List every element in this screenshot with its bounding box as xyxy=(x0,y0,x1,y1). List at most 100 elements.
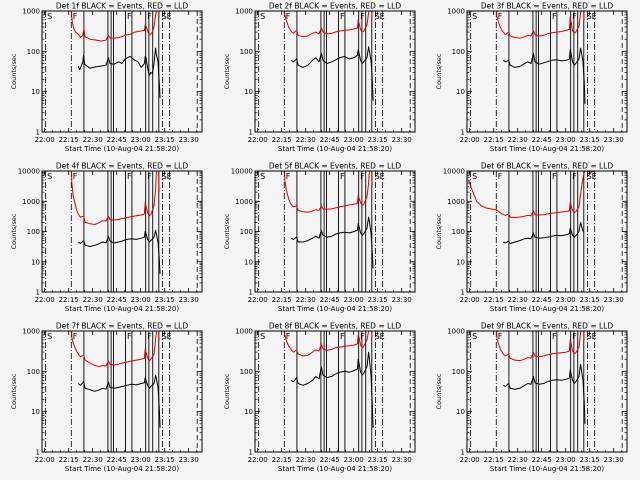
events-series-line xyxy=(502,363,586,424)
x-tick-label: 22:00 xyxy=(35,296,55,304)
x-tick-label: 22:15 xyxy=(59,456,79,464)
x-tick-label: 23:30 xyxy=(179,136,199,144)
x-tick-label: 22:30 xyxy=(83,136,103,144)
x-tick-label: 23:30 xyxy=(179,296,199,304)
plot-frame xyxy=(41,10,203,133)
x-axis-label: Start Time (10-Aug-04 21:58:20) xyxy=(65,145,179,153)
y-tick-label: 1000 xyxy=(447,8,465,16)
event-label: F xyxy=(360,332,365,341)
y-axis-label: Counts/sec xyxy=(223,213,231,249)
events-series-line xyxy=(77,374,161,428)
event-label: F xyxy=(498,332,503,341)
event-label: S xyxy=(260,172,265,181)
y-axis-label: Counts/sec xyxy=(10,373,18,409)
y-tick-label: 1 xyxy=(36,129,40,137)
x-tick-label: 22:30 xyxy=(296,296,316,304)
y-tick-label: 1000 xyxy=(22,198,40,206)
event-label: SE xyxy=(162,332,172,341)
y-axis-label: Counts/sec xyxy=(435,373,443,409)
x-tick-label: 22:45 xyxy=(532,136,552,144)
y-tick-label: 100 xyxy=(240,368,253,376)
events-series-line xyxy=(290,351,374,428)
y-tick-label: 1000 xyxy=(235,198,253,206)
x-tick-label: 23:15 xyxy=(368,456,388,464)
event-label: SE xyxy=(375,12,385,21)
event-label: F xyxy=(572,332,577,341)
x-tick-label: 22:45 xyxy=(532,296,552,304)
events-series-line xyxy=(77,229,161,274)
x-tick-label: 23:30 xyxy=(392,296,412,304)
event-label: SE xyxy=(587,172,597,181)
x-tick-label: 22:45 xyxy=(320,136,340,144)
event-label: SE xyxy=(587,332,597,341)
x-tick-label: 22:00 xyxy=(248,136,268,144)
y-tick-label: 1000 xyxy=(447,198,465,206)
x-tick-label: 23:00 xyxy=(344,296,364,304)
y-tick-label: 1000 xyxy=(447,328,465,336)
event-label: S xyxy=(472,172,477,181)
y-tick-label: 1 xyxy=(249,289,253,297)
x-tick-label: 22:15 xyxy=(484,136,504,144)
lld-series-line xyxy=(284,171,373,213)
y-tick-label: 1000 xyxy=(235,8,253,16)
x-tick-label: 23:00 xyxy=(131,456,151,464)
y-tick-label: 100 xyxy=(27,228,40,236)
x-tick-label: 23:15 xyxy=(368,296,388,304)
plot-frame xyxy=(254,10,416,133)
x-tick-label: 22:15 xyxy=(484,296,504,304)
x-tick-label: 23:00 xyxy=(556,456,576,464)
event-label: S xyxy=(47,12,52,21)
event-label: SE xyxy=(375,332,385,341)
plot-frame xyxy=(41,330,203,453)
event-label: F xyxy=(147,332,152,341)
panel-title: Det 7f BLACK = Events, RED = LLD xyxy=(56,322,189,331)
x-tick-label: 23:30 xyxy=(392,456,412,464)
x-tick-label: 22:30 xyxy=(296,136,316,144)
event-label: F xyxy=(360,12,365,21)
detector-panels: Det 1f BLACK = Events, RED = LLD Counts/s… xyxy=(10,2,628,473)
event-label: F xyxy=(147,12,152,21)
detector-panel: Det 4f BLACK = Events, RED = LLD Counts/s… xyxy=(10,162,203,313)
y-tick-label: 1 xyxy=(249,129,253,137)
y-tick-label: 10000 xyxy=(443,168,465,176)
y-tick-label: 10 xyxy=(31,408,40,416)
event-label: F xyxy=(73,332,78,341)
lld-series-line xyxy=(71,331,160,368)
plot-frame xyxy=(466,10,628,133)
panel-title: Det 1f BLACK = Events, RED = LLD xyxy=(56,2,189,11)
y-tick-label: 100 xyxy=(452,368,465,376)
event-label: F xyxy=(127,172,132,181)
x-tick-label: 23:15 xyxy=(155,136,175,144)
detector-panel: Det 1f BLACK = Events, RED = LLD Counts/s… xyxy=(10,2,203,153)
x-tick-label: 22:15 xyxy=(59,136,79,144)
plot-frame xyxy=(254,330,416,453)
panel-title: Det 2f BLACK = Events, RED = LLD xyxy=(269,2,402,11)
event-label: S xyxy=(260,12,265,21)
y-tick-label: 1 xyxy=(36,289,40,297)
x-tick-label: 22:45 xyxy=(532,456,552,464)
y-tick-label: 1 xyxy=(36,449,40,457)
y-tick-label: 10000 xyxy=(231,168,253,176)
event-label: F xyxy=(127,332,132,341)
y-axis-label: Counts/sec xyxy=(10,53,18,89)
panel-title: Det 3f BLACK = Events, RED = LLD xyxy=(481,2,614,11)
y-tick-label: 10 xyxy=(244,258,253,266)
lld-series-line xyxy=(468,171,596,218)
event-label: F xyxy=(73,172,78,181)
y-tick-label: 100 xyxy=(240,48,253,56)
event-label: F xyxy=(340,12,345,21)
x-tick-label: 22:00 xyxy=(460,136,480,144)
y-axis-label: Counts/sec xyxy=(10,213,18,249)
event-label: F xyxy=(286,172,291,181)
event-label: F xyxy=(572,12,577,21)
events-series-line xyxy=(503,221,584,244)
x-tick-label: 22:30 xyxy=(83,296,103,304)
x-axis-label: Start Time (10-Aug-04 21:58:20) xyxy=(490,145,604,153)
x-axis-label: Start Time (10-Aug-04 21:58:20) xyxy=(490,465,604,473)
x-tick-label: 22:15 xyxy=(272,136,292,144)
x-axis-label: Start Time (10-Aug-04 21:58:20) xyxy=(65,305,179,313)
x-tick-label: 23:30 xyxy=(392,136,412,144)
detector-panel: Det 3f BLACK = Events, RED = LLD Counts/s… xyxy=(435,2,628,153)
detector-panel: Det 9f BLACK = Events, RED = LLD Counts/s… xyxy=(435,322,628,473)
